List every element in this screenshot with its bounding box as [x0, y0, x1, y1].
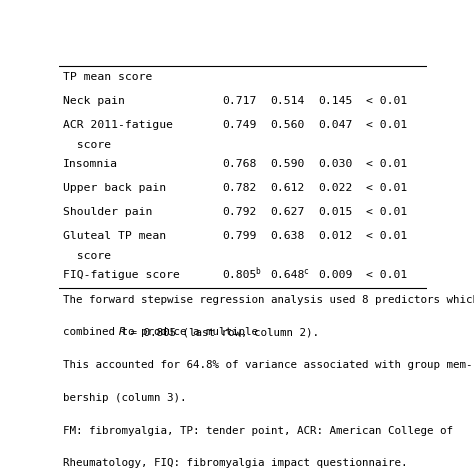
- Text: 0.799: 0.799: [223, 231, 257, 241]
- Text: 0.627: 0.627: [271, 207, 305, 217]
- Text: 0.717: 0.717: [223, 96, 257, 106]
- Text: b: b: [255, 267, 260, 276]
- Text: 0.792: 0.792: [223, 207, 257, 217]
- Text: 0.749: 0.749: [223, 120, 257, 130]
- Text: 0.638: 0.638: [271, 231, 305, 241]
- Text: 0.030: 0.030: [318, 159, 353, 169]
- Text: < 0.01: < 0.01: [366, 159, 407, 169]
- Text: This accounted for 64.8% of variance associated with group mem-: This accounted for 64.8% of variance ass…: [63, 360, 473, 370]
- Text: Upper back pain: Upper back pain: [63, 183, 166, 193]
- Text: Insomnia: Insomnia: [63, 159, 118, 169]
- Text: TP mean score: TP mean score: [63, 72, 152, 82]
- Text: 0.047: 0.047: [318, 120, 353, 130]
- Text: < 0.01: < 0.01: [366, 207, 407, 217]
- Text: 0.015: 0.015: [318, 207, 353, 217]
- Text: 0.782: 0.782: [223, 183, 257, 193]
- Text: ACR 2011-fatigue: ACR 2011-fatigue: [63, 120, 173, 130]
- Text: combined to produce a multiple: combined to produce a multiple: [63, 328, 264, 337]
- Text: Neck pain: Neck pain: [63, 96, 125, 106]
- Text: The forward stepwise regression analysis used 8 predictors which: The forward stepwise regression analysis…: [63, 294, 474, 305]
- Text: 0.648: 0.648: [271, 270, 305, 280]
- Text: Gluteal TP mean: Gluteal TP mean: [63, 231, 166, 241]
- Text: FIQ-fatigue score: FIQ-fatigue score: [63, 270, 180, 280]
- Text: < 0.01: < 0.01: [366, 270, 407, 280]
- Text: 0.768: 0.768: [223, 159, 257, 169]
- Text: score: score: [63, 251, 111, 261]
- Text: bership (column 3).: bership (column 3).: [63, 393, 186, 403]
- Text: 0.560: 0.560: [271, 120, 305, 130]
- Text: FM: fibromyalgia, TP: tender point, ACR: American College of: FM: fibromyalgia, TP: tender point, ACR:…: [63, 426, 453, 436]
- Text: 0.805: 0.805: [223, 270, 257, 280]
- Text: 0.012: 0.012: [318, 231, 353, 241]
- Text: < 0.01: < 0.01: [366, 120, 407, 130]
- Text: Shoulder pain: Shoulder pain: [63, 207, 152, 217]
- Text: Rheumatology, FIQ: fibromyalgia impact questionnaire.: Rheumatology, FIQ: fibromyalgia impact q…: [63, 458, 408, 468]
- Text: 0.145: 0.145: [318, 96, 353, 106]
- Text: 0.590: 0.590: [271, 159, 305, 169]
- Text: < 0.01: < 0.01: [366, 96, 407, 106]
- Text: 0.612: 0.612: [271, 183, 305, 193]
- Text: score: score: [63, 140, 111, 150]
- Text: c: c: [303, 267, 308, 276]
- Text: 0.022: 0.022: [318, 183, 353, 193]
- Text: 0.009: 0.009: [318, 270, 353, 280]
- Text: < 0.01: < 0.01: [366, 183, 407, 193]
- Text: < 0.01: < 0.01: [366, 231, 407, 241]
- Text: = 0.805 (last row, column 2).: = 0.805 (last row, column 2).: [124, 328, 319, 337]
- Text: 0.514: 0.514: [271, 96, 305, 106]
- Text: R: R: [119, 328, 126, 337]
